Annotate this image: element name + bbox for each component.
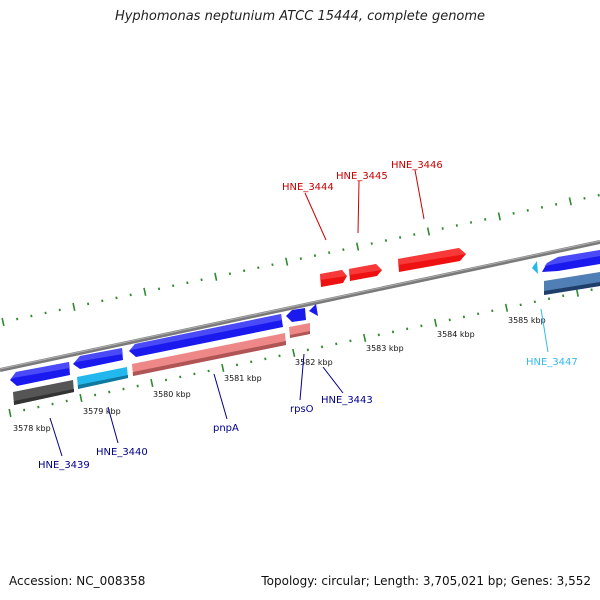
- genome-backbone-highlight: [0, 240, 600, 370]
- major-tick: [497, 212, 502, 221]
- gene-HNE_3440[interactable]: [77, 367, 128, 389]
- major-tick: [221, 363, 225, 372]
- major-tick: [8, 408, 12, 418]
- major-tick: [285, 257, 289, 266]
- major-tick: [150, 378, 154, 388]
- major-tick: [568, 197, 572, 206]
- tick-label: 3581 kbp: [224, 374, 262, 383]
- tick-label: 3579 kbp: [83, 407, 121, 416]
- tick-label: 3580 kbp: [153, 390, 191, 399]
- gene-label-rpsO[interactable]: rpsO: [290, 404, 314, 415]
- major-tick: [292, 348, 296, 357]
- gene-rpsO[interactable]: [289, 323, 310, 338]
- gene-label-HNE_3439[interactable]: HNE_3439: [38, 460, 90, 471]
- gene-pnpA[interactable]: [132, 333, 286, 376]
- gene-label-HNE_3447[interactable]: HNE_3447: [526, 357, 578, 368]
- gene-right-steel[interactable]: [544, 272, 600, 295]
- gene-right-blue[interactable]: [542, 250, 600, 272]
- gene-label-HNE_3445[interactable]: HNE_3445: [336, 171, 388, 182]
- tick-label: 3582 kbp: [295, 358, 333, 367]
- outer-tick-track: [1, 193, 600, 327]
- major-tick: [433, 318, 438, 327]
- tick-label: 3584 kbp: [437, 330, 475, 339]
- gene-label-HNE_3440[interactable]: HNE_3440: [96, 447, 148, 458]
- major-tick: [72, 302, 76, 311]
- major-tick: [363, 333, 367, 342]
- gene-label-HNE_3444[interactable]: HNE_3444: [282, 182, 334, 193]
- major-tick: [143, 287, 147, 296]
- gene-leader-lines: [49, 169, 549, 457]
- topology-text: Topology: circular; Length: 3,705,021 bp…: [261, 574, 591, 588]
- tick-label: 3585 kbp: [508, 316, 546, 325]
- gene-HNE_3445[interactable]: [349, 264, 382, 281]
- genome-title: Hyphomonas neptunium ATCC 15444, complet…: [114, 9, 486, 24]
- gene-HNE_3444[interactable]: [320, 270, 347, 287]
- tick-label: 3578 kbp: [13, 424, 51, 433]
- gene-label-pnpA[interactable]: pnpA: [213, 423, 239, 434]
- major-tick: [79, 393, 83, 403]
- gene-blue-mid[interactable]: [286, 308, 306, 322]
- gene-pnpA-forward[interactable]: [129, 314, 283, 357]
- gene-HNE_3439-forward[interactable]: [10, 362, 70, 386]
- major-tick: [504, 303, 509, 312]
- gene-label-HNE_3446[interactable]: HNE_3446: [391, 160, 443, 171]
- gene-HNE_3439[interactable]: [13, 380, 74, 405]
- gene-rpsO-small[interactable]: [309, 304, 318, 316]
- gene-HNE_3446[interactable]: [398, 248, 466, 272]
- major-tick: [355, 242, 360, 251]
- gene-label-HNE_3443[interactable]: HNE_3443: [321, 395, 373, 406]
- gene-HNE_3447[interactable]: [532, 261, 538, 274]
- major-tick: [214, 272, 218, 281]
- major-tick: [1, 317, 5, 327]
- major-tick: [426, 227, 431, 236]
- gene-HNE_3440-forward[interactable]: [73, 348, 123, 369]
- tick-label: 3583 kbp: [366, 344, 404, 353]
- major-tick: [575, 288, 580, 297]
- accession-text: Accession: NC_008358: [9, 574, 146, 588]
- inner-tick-track: [8, 288, 593, 418]
- genome-backbone: [0, 240, 600, 372]
